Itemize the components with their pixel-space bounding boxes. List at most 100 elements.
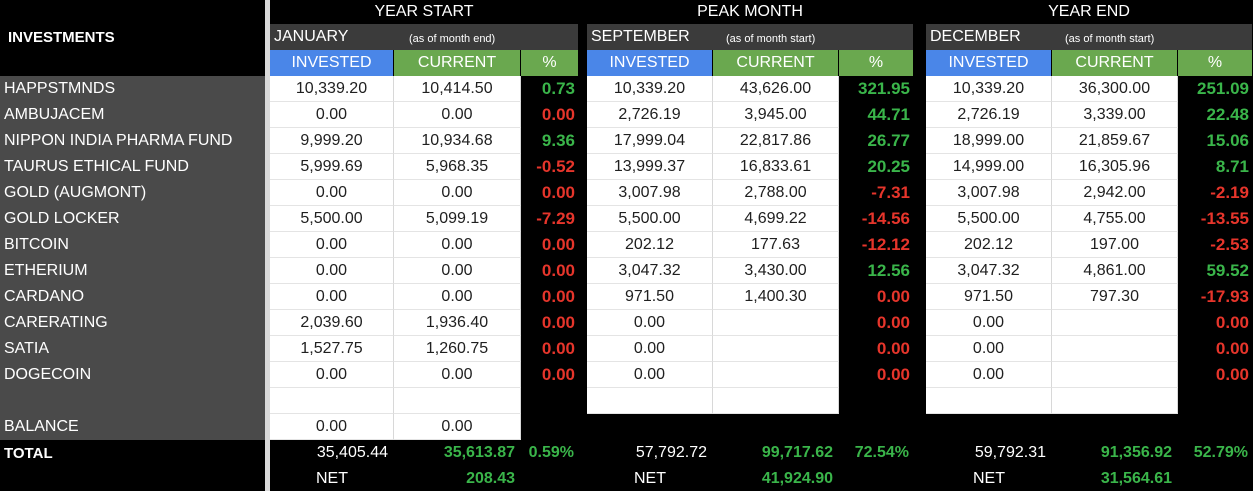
invested-cell: 0.00 <box>270 414 394 440</box>
percent-cell: 8.71 <box>1178 154 1252 180</box>
invested-cell: 202.12 <box>926 232 1052 258</box>
percent-cell: 0.00 <box>1178 336 1252 362</box>
current-cell: 4,699.22 <box>713 206 839 232</box>
total-invested: 35,405.44 <box>316 444 388 461</box>
percent-cell: -17.93 <box>1178 284 1252 310</box>
invested-cell: 0.00 <box>270 102 394 128</box>
section-month-bar <box>926 24 1252 50</box>
invested-cell: 13,999.37 <box>587 154 713 180</box>
invested-cell <box>587 388 713 414</box>
current-cell: 10,414.50 <box>394 76 521 102</box>
percent-cell <box>521 414 578 440</box>
invested-cell: 5,500.00 <box>270 206 394 232</box>
section-note: (as of month end) <box>409 33 496 45</box>
investment-name: BALANCE <box>4 418 79 435</box>
invested-cell: 0.00 <box>270 232 394 258</box>
current-cell: 3,945.00 <box>713 102 839 128</box>
invested-cell: 0.00 <box>587 336 713 362</box>
current-cell: 21,859.67 <box>1052 128 1178 154</box>
invested-cell: 0.00 <box>926 336 1052 362</box>
investment-name: SATIA <box>4 340 50 357</box>
percent-cell <box>839 388 913 414</box>
invested-cell: 9,999.20 <box>270 128 394 154</box>
invested-cell: 5,500.00 <box>587 206 713 232</box>
total-current: 35,613.87 <box>443 444 515 461</box>
percent-cell: 0.00 <box>521 284 578 310</box>
current-cell: 0.00 <box>394 414 521 440</box>
total-label: TOTAL <box>4 444 53 462</box>
current-cell: 797.30 <box>1052 284 1178 310</box>
invested-cell: 17,999.04 <box>587 128 713 154</box>
invested-header: INVESTED <box>926 50 1051 76</box>
net-label: NET <box>316 469 348 487</box>
percent-cell: 0.00 <box>839 284 913 310</box>
section-note: (as of month start) <box>726 33 816 45</box>
current-cell: 0.00 <box>394 362 521 388</box>
invested-cell <box>587 414 713 440</box>
section-month: JANUARY <box>274 28 349 45</box>
net-value: 41,924.90 <box>761 469 833 487</box>
percent-cell: 20.25 <box>839 154 913 180</box>
current-header: CURRENT <box>394 50 520 76</box>
current-cell: 0.00 <box>394 102 521 128</box>
invested-cell: 14,999.00 <box>926 154 1052 180</box>
percent-header: % <box>839 50 913 76</box>
invested-cell: 3,047.32 <box>587 258 713 284</box>
invested-cell: 5,500.00 <box>926 206 1052 232</box>
percent-cell <box>839 414 913 440</box>
invested-header: INVESTED <box>587 50 712 76</box>
current-cell: 3,339.00 <box>1052 102 1178 128</box>
invested-cell: 3,047.32 <box>926 258 1052 284</box>
net-value: 31,564.61 <box>1100 469 1172 487</box>
investments-header: INVESTMENTS <box>8 28 115 46</box>
percent-cell: 0.73 <box>521 76 578 102</box>
current-cell <box>394 388 521 414</box>
net-label: NET <box>634 469 666 487</box>
percent-cell: 0.00 <box>839 336 913 362</box>
investment-name: CARERATING <box>4 314 108 331</box>
invested-cell: 0.00 <box>587 310 713 336</box>
investment-name: DOGECOIN <box>4 366 92 383</box>
invested-cell: 0.00 <box>926 310 1052 336</box>
invested-cell: 3,007.98 <box>926 180 1052 206</box>
investment-name: GOLD LOCKER <box>4 210 120 227</box>
percent-cell: 0.00 <box>521 310 578 336</box>
section-title: YEAR START <box>374 3 474 20</box>
percent-cell: 251.09 <box>1178 76 1252 102</box>
percent-cell: 0.00 <box>521 362 578 388</box>
current-cell <box>1052 414 1178 440</box>
percent-cell: -2.53 <box>1178 232 1252 258</box>
percent-cell: 22.48 <box>1178 102 1252 128</box>
total-invested: 57,792.72 <box>635 444 707 461</box>
current-cell: 43,626.00 <box>713 76 839 102</box>
investment-name: HAPPSTMNDS <box>4 80 116 97</box>
current-cell: 2,942.00 <box>1052 180 1178 206</box>
invested-cell: 18,999.00 <box>926 128 1052 154</box>
percent-cell: 26.77 <box>839 128 913 154</box>
invested-cell: 0.00 <box>270 362 394 388</box>
current-cell: 36,300.00 <box>1052 76 1178 102</box>
percent-cell: 15.06 <box>1178 128 1252 154</box>
percent-header: % <box>1178 50 1252 76</box>
percent-cell: 0.00 <box>521 102 578 128</box>
current-cell: 1,936.40 <box>394 310 521 336</box>
section-month-bar <box>587 24 913 50</box>
percent-cell: 59.52 <box>1178 258 1252 284</box>
current-cell: 0.00 <box>394 284 521 310</box>
current-cell: 0.00 <box>394 258 521 284</box>
current-cell: 1,400.30 <box>713 284 839 310</box>
current-cell: 10,934.68 <box>394 128 521 154</box>
invested-cell: 10,339.20 <box>587 76 713 102</box>
investment-name: ETHERIUM <box>4 262 88 279</box>
percent-cell: 0.00 <box>839 310 913 336</box>
percent-cell: 0.00 <box>521 232 578 258</box>
percent-cell: 321.95 <box>839 76 913 102</box>
percent-cell: -14.56 <box>839 206 913 232</box>
current-cell <box>1052 336 1178 362</box>
percent-cell: 12.56 <box>839 258 913 284</box>
current-cell: 1,260.75 <box>394 336 521 362</box>
investment-name: CARDANO <box>4 288 85 305</box>
invested-cell: 971.50 <box>926 284 1052 310</box>
investment-name: TAURUS ETHICAL FUND <box>4 158 189 175</box>
total-percent: 52.79% <box>1193 444 1248 461</box>
